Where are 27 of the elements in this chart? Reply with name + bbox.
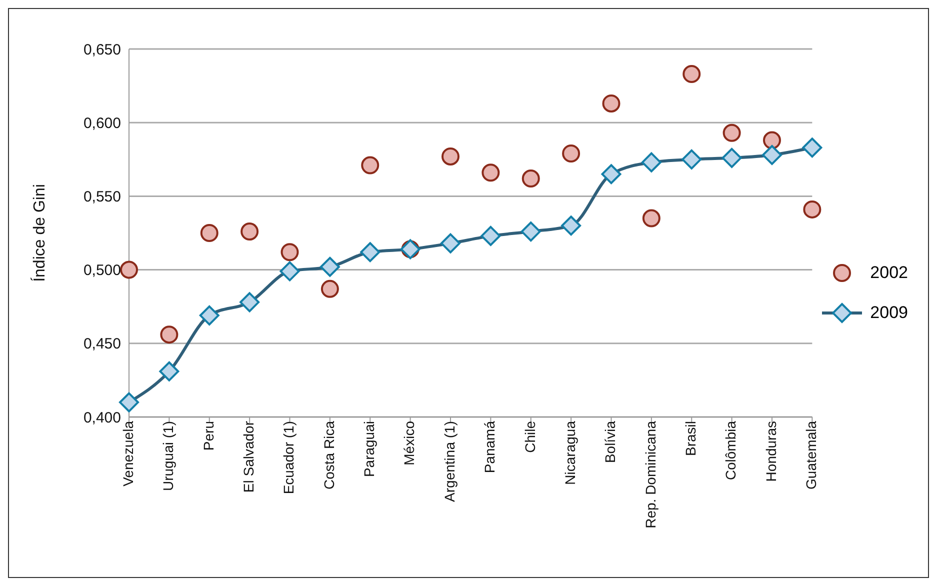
x-tick-label: Paraguai bbox=[361, 421, 378, 478]
x-tick-label: Argentina (1) bbox=[441, 421, 458, 502]
x-tick-label: México bbox=[401, 420, 418, 466]
x-tick-label: Ecuador (1) bbox=[280, 421, 297, 494]
x-tick-label: Honduras bbox=[762, 421, 779, 482]
y-tick-label: 0,550 bbox=[83, 188, 121, 206]
y-tick-label: 0,500 bbox=[83, 262, 121, 280]
x-tick-label: Brasil bbox=[682, 421, 699, 456]
x-tick-label: Nicaragua bbox=[562, 420, 578, 485]
y-tick-label: 0,650 bbox=[83, 41, 121, 58]
x-tick-label: Bolívia bbox=[602, 420, 618, 464]
x-tick-label: Panamá bbox=[482, 420, 498, 474]
x-tick-label: El Salvador bbox=[240, 420, 256, 493]
x-tick-label: Chile bbox=[522, 420, 538, 453]
x-tick-label: Costa Rica bbox=[320, 420, 337, 490]
y-tick-label: 0,400 bbox=[83, 409, 121, 426]
legend-label: 2009 bbox=[870, 303, 908, 323]
x-tick-label: Peru bbox=[200, 421, 216, 451]
x-tick-label: Colômbia bbox=[722, 420, 739, 480]
x-tick-label: Uruguai (1) bbox=[160, 421, 176, 492]
y-tick-label: 0,450 bbox=[83, 336, 121, 353]
y-tick-label: 0,600 bbox=[83, 114, 121, 132]
y-axis-title: Índice de Gini bbox=[30, 184, 49, 282]
x-tick-label: Guatemala bbox=[803, 420, 820, 490]
x-tick-label: Venezuela bbox=[120, 420, 136, 486]
x-tick-label: Rep. Dominicana bbox=[642, 420, 658, 528]
legend-label: 2002 bbox=[870, 263, 908, 283]
